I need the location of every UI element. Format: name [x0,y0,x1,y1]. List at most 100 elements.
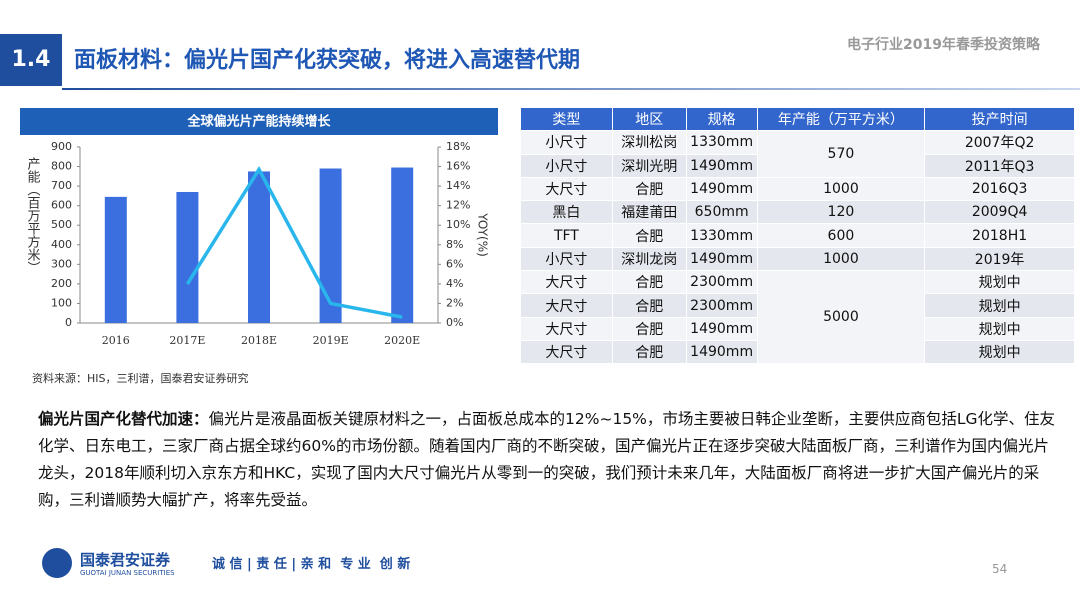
cell-spec: 1330mm [685,223,758,248]
bar [391,167,414,323]
cell-type: 小尺寸 [520,153,613,178]
y2-tick-label: 2% [446,296,463,309]
cell-type: 黑白 [520,200,613,225]
cell-capacity: 1000 [756,246,926,272]
cell-spec: 1490mm [685,153,758,178]
cell-date: 2016Q3 [924,176,1075,202]
report-name: 电子行业2019年春季投资策略 [847,37,1040,53]
body-paragraph: 偏光片是液晶面板关键原材料之一，占面板总成本的12%~15%，市场主要被日韩企业… [38,410,1056,509]
table-row: 大尺寸 合肥 1490mm 规划中 [520,339,1075,365]
cell-region: 合肥 [611,270,687,295]
y2-tick-label: 10% [446,218,470,231]
y2-tick-label: 12% [446,199,470,212]
cell-region: 深圳光明 [611,153,687,178]
y2-tick-label: 14% [446,179,470,192]
table-row: 黑白 福建莆田 650mm 120 2009Q4 [520,200,1075,225]
y2-tick-label: 8% [446,238,463,251]
bar [248,171,270,323]
table-row: 小尺寸 深圳松岗 1330mm 570 2007年Q2 [520,130,1075,178]
bar [176,191,199,323]
company-name: 国泰君安证券 [80,551,171,569]
cell-date: 规划中 [924,339,1075,365]
table-row: 大尺寸 合肥 1490mm 1000 2016Q3 [520,176,1075,202]
y-tick-label: 0 [65,316,72,329]
cell-capacity: 120 [756,200,926,225]
chart-title-bar [20,108,498,135]
y-tick-label: 400 [51,238,72,251]
x-tick-label: 2020E [384,334,420,347]
cell-spec: 2300mm [685,293,758,318]
cell-capacity: 600 [756,223,926,248]
y2-tick-label: 6% [446,257,463,270]
y-tick-label: 500 [51,218,72,231]
cell-date: 2018H1 [924,223,1075,248]
column-header: 年产能（万平方米） [756,106,926,132]
section-number: 1.4 [0,34,62,86]
cell-spec: 1330mm [685,130,758,155]
table-row: 大尺寸 合肥 2300mm 规划中 [520,293,1075,318]
slide-title: 面板材料：偏光片国产化获突破，将进入高速替代期 [74,48,581,73]
cell-date: 2019年 [924,246,1075,272]
cell-type: 小尺寸 [520,246,613,272]
cell-spec: 1490mm [685,246,758,272]
page-number: 54 [992,562,1008,576]
column-header: 规格 [685,106,758,132]
cell-region: 深圳龙岗 [611,246,687,272]
cell-type: 大尺寸 [520,316,613,341]
cell-type: TFT [520,223,613,248]
y2-tick-label: 16% [446,160,470,173]
chart-title: 全球偏光片产能持续增长 [186,114,331,130]
x-tick-label: 2018E [241,334,277,347]
x-tick-label: 2017E [169,334,205,347]
y2-axis-label: YOY(%) [476,212,490,257]
column-header: 类型 [520,106,613,132]
y-tick-label: 900 [51,140,72,153]
cell-spec: 650mm [685,200,758,225]
yoy-line [185,165,403,319]
capacity-table: 类型 地区 规格 年产能（万平方米） 投产时间 小尺寸 深圳松岗 1330mm 570 2007年… [520,106,1075,365]
cell-type: 大尺寸 [520,270,613,295]
header-rule [62,88,1080,90]
company-english: GUOTAI JUNAN SECURITIES [80,569,175,577]
chart: 全球偏光片产能持续增长 产能（百万平方米） YOY(%) 0 100 200 300 4… [20,108,498,347]
bar [319,168,342,323]
source-note: 资料来源：HIS，三利谱，国泰君安证券研究 [32,372,249,385]
cell-date: 规划中 [924,293,1075,318]
table-row: 大尺寸 合肥 1490mm 规划中 [520,316,1075,341]
cell-spec: 1490mm [685,176,758,202]
x-tick-label: 2016 [102,334,130,347]
cell-region: 福建莆田 [611,200,687,225]
cell-date: 规划中 [924,270,1075,295]
cell-spec: 1490mm [685,316,758,341]
table-row: 大尺寸 合肥 2300mm 5000 规划中 [520,270,1075,365]
cell-type: 大尺寸 [520,176,613,202]
y-tick-label: 200 [51,277,72,290]
cell-capacity: 1000 [756,176,926,202]
table-row: 小尺寸 深圳龙岗 1490mm 1000 2019年 [520,246,1075,272]
logo-mark [42,548,72,578]
y2-tick-label: 18% [446,140,470,153]
y2-tick-label: 4% [446,277,463,290]
cell-date: 2011年Q3 [924,153,1075,178]
bar [104,196,127,323]
table-row: TFT 合肥 1330mm 600 2018H1 [520,223,1075,248]
cell-date: 2007年Q2 [924,130,1075,155]
body-text: 偏光片国产化替代加速：偏光片是液晶面板关键原材料之一，占面板总成本的12%~15… [38,406,1058,514]
cell-region: 合肥 [611,176,687,202]
cell-type: 小尺寸 [520,130,613,155]
cell-region: 深圳松岗 [611,130,687,155]
body-lead: 偏光片国产化替代加速： [38,410,209,428]
cell-region: 合肥 [611,293,687,318]
cell-type: 大尺寸 [520,339,613,365]
column-header: 地区 [611,106,687,132]
cell-type: 大尺寸 [520,293,613,318]
cell-region: 合肥 [611,339,687,365]
cell-spec: 1490mm [685,339,758,365]
cell-capacity: 5000 [756,270,926,365]
cell-capacity: 570 [756,130,926,178]
slogan: 诚 信 | 责 任 | 亲 和 专 业 创 新 [212,557,411,572]
y-tick-label: 100 [51,296,72,309]
y-tick-label: 600 [51,199,72,212]
y-tick-label: 800 [51,160,72,173]
column-header: 投产时间 [924,106,1075,132]
